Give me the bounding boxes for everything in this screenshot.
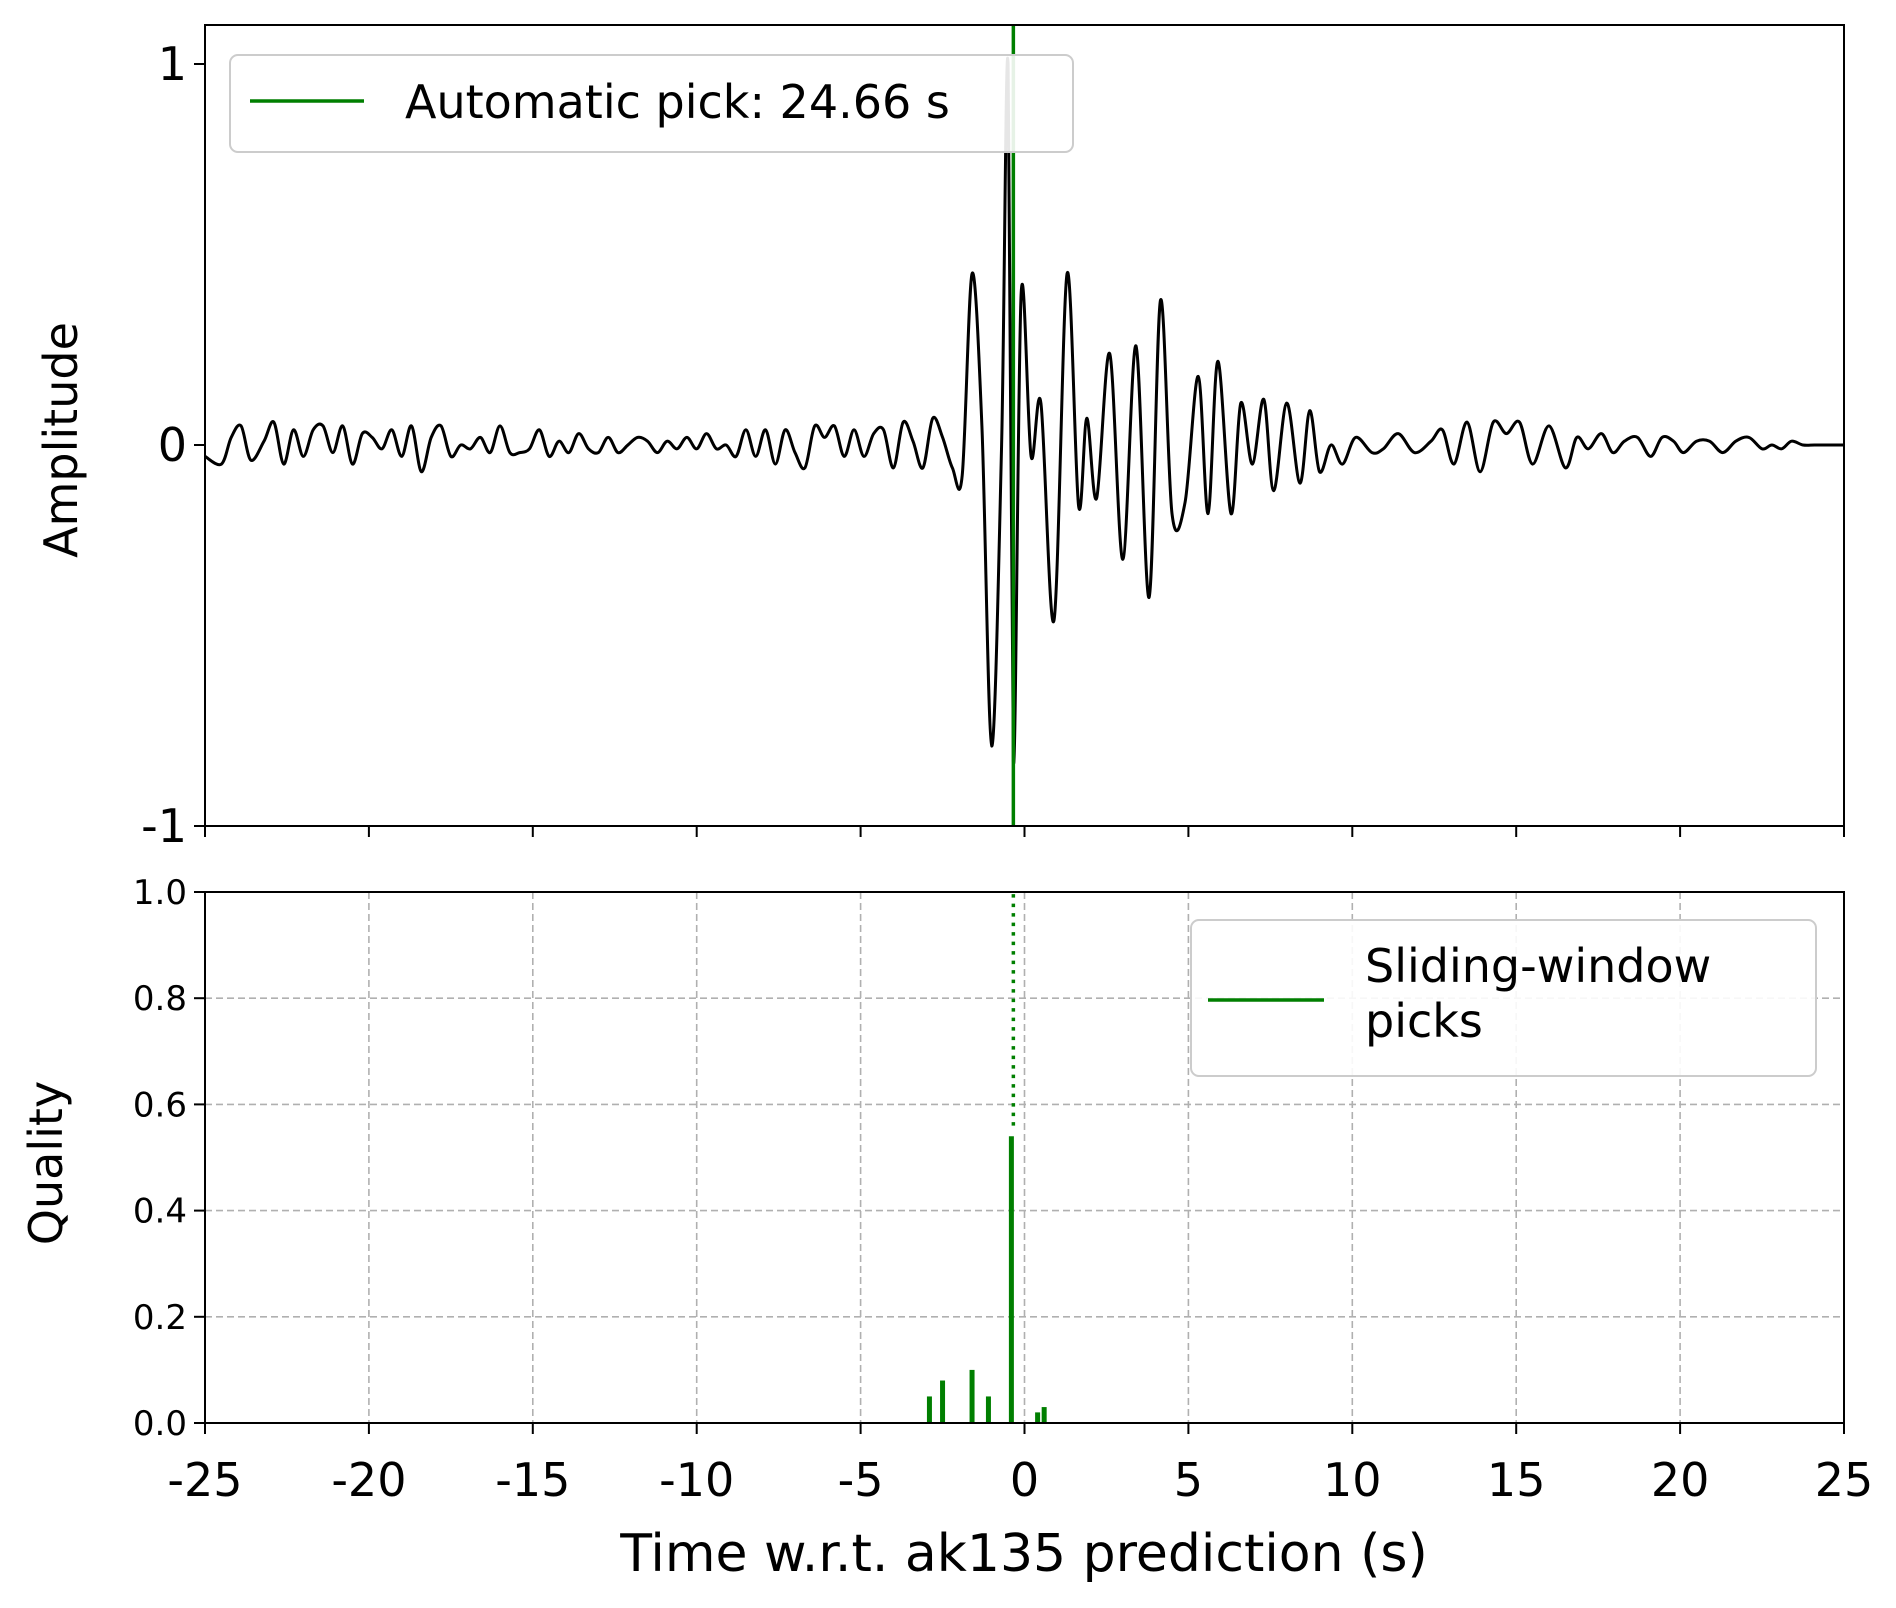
quality-y-label: Quality — [19, 1081, 73, 1245]
quality-y-tick-label: 1.0 — [133, 873, 187, 913]
quality-x-tick-label: 25 — [1815, 1453, 1874, 1507]
quality-y-tick-label: 0.4 — [133, 1192, 187, 1232]
quality-bar — [1041, 1407, 1047, 1423]
quality-x-tick-label: 20 — [1651, 1453, 1710, 1507]
legend-sliding-line: picks — [1365, 994, 1483, 1048]
quality-axes-frame — [204, 891, 1845, 1424]
quality-y-tick-label: 0.8 — [133, 979, 187, 1019]
waveform-trace — [204, 56, 1844, 765]
quality-x-tick-label: -5 — [838, 1453, 884, 1507]
quality-x-tick-label: 0 — [1010, 1453, 1039, 1507]
quality-y-tick-label: 0.6 — [133, 1085, 187, 1125]
quality-legend: Sliding-window picks — [1190, 919, 1817, 1077]
amplitude-legend-box — [229, 54, 1074, 153]
quality-y-tick-label: 0.2 — [133, 1298, 187, 1338]
amplitude-legend: Automatic pick: 24.66 s — [229, 54, 1074, 153]
quality-x-tick-label: -15 — [495, 1453, 570, 1507]
quality-bar — [940, 1380, 946, 1423]
legend-sliding-label: Sliding-window picks — [1365, 939, 1711, 1048]
quality-x-tick-label: -25 — [167, 1453, 242, 1507]
quality-bar — [1008, 1136, 1014, 1423]
quality-x-tick-label: 10 — [1323, 1453, 1382, 1507]
quality-x-ticks: -25 -20 -15 -10 -5 0 5 10 15 20 25 — [167, 1423, 1873, 1507]
quality-x-tick-label: -10 — [659, 1453, 734, 1507]
quality-bars — [926, 1136, 1047, 1423]
amplitude-y-tick-label: 1 — [158, 37, 187, 91]
legend-pick-label: Automatic pick: 24.66 s — [405, 75, 950, 129]
quality-x-tick-label: 5 — [1174, 1453, 1203, 1507]
quality-bar — [1035, 1412, 1041, 1423]
quality-y-ticks: 0.0 0.2 0.4 0.6 0.8 1.0 — [133, 873, 205, 1444]
amplitude-y-tick-label: -1 — [141, 799, 187, 853]
quality-x-tick-label: 15 — [1487, 1453, 1546, 1507]
amplitude-y-label: Amplitude — [34, 322, 88, 558]
quality-legend-box — [1190, 919, 1817, 1077]
amplitude-y-tick-label: 0 — [158, 418, 187, 472]
quality-bar — [926, 1396, 932, 1423]
amplitude-panel: Amplitude -1 0 1 Automatic pick: 24.66 s — [34, 24, 1845, 853]
x-axis-label: Time w.r.t. ak135 prediction (s) — [619, 1524, 1428, 1584]
amplitude-axes-frame — [204, 24, 1845, 827]
quality-y-tick-label: 0.0 — [133, 1404, 187, 1444]
legend-sliding-line: Sliding-window — [1365, 939, 1711, 993]
quality-bar — [985, 1396, 991, 1423]
quality-bar — [969, 1369, 975, 1423]
amplitude-y-ticks: -1 0 1 — [141, 37, 205, 853]
amplitude-x-ticks — [204, 826, 1845, 837]
quality-x-tick-label: -20 — [331, 1453, 406, 1507]
quality-panel: Quality 0.00.20.40.60.81.0 -25 -20 -15 -10-… — [19, 873, 1873, 1584]
